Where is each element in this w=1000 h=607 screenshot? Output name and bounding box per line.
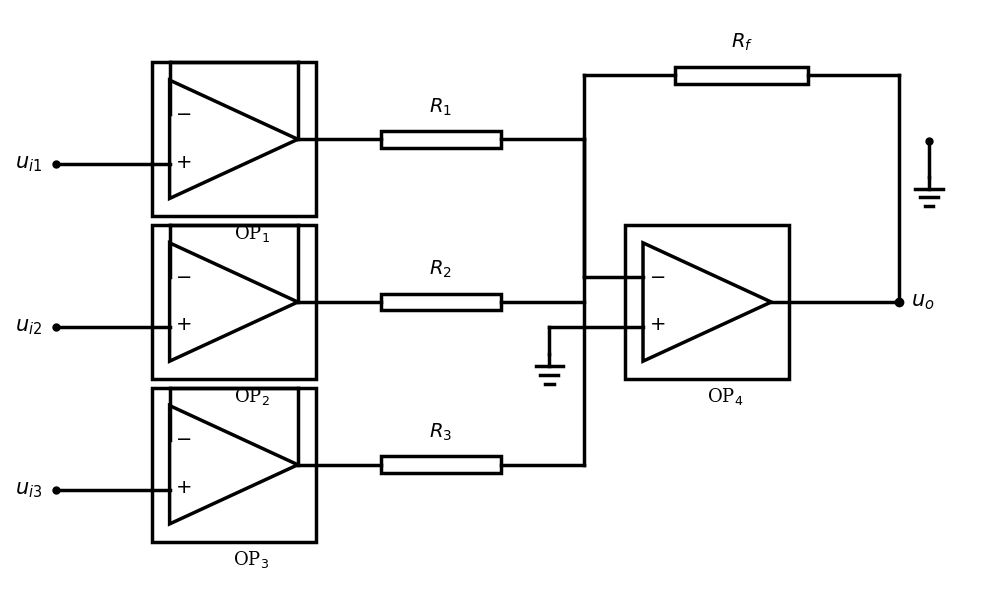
Text: $-$: $-$ xyxy=(175,266,192,285)
Text: $\mathit{u}_{i3}$: $\mathit{u}_{i3}$ xyxy=(15,480,42,500)
Bar xyxy=(152,388,316,541)
Text: $R_2$: $R_2$ xyxy=(429,259,452,280)
Text: $R_3$: $R_3$ xyxy=(429,422,452,443)
Bar xyxy=(625,225,789,379)
Text: $+$: $+$ xyxy=(175,153,192,172)
Text: $\mathit{u}_{i2}$: $\mathit{u}_{i2}$ xyxy=(15,317,42,337)
Text: $-$: $-$ xyxy=(175,429,192,447)
Text: $R_f$: $R_f$ xyxy=(731,32,753,53)
Text: $R_1$: $R_1$ xyxy=(429,97,452,118)
Text: $-$: $-$ xyxy=(175,103,192,122)
Text: $-$: $-$ xyxy=(649,266,665,285)
Text: $\mathit{u}_o$: $\mathit{u}_o$ xyxy=(911,292,935,312)
Bar xyxy=(152,225,316,379)
Text: $+$: $+$ xyxy=(175,478,192,497)
Text: OP$_3$: OP$_3$ xyxy=(233,549,269,569)
Bar xyxy=(675,67,808,84)
Bar xyxy=(381,456,501,473)
Bar xyxy=(381,131,501,148)
Text: $\mathit{u}_{i1}$: $\mathit{u}_{i1}$ xyxy=(15,154,42,174)
Text: OP$_1$: OP$_1$ xyxy=(234,223,269,244)
Text: $+$: $+$ xyxy=(649,316,665,334)
Bar xyxy=(152,63,316,216)
Text: OP$_2$: OP$_2$ xyxy=(234,386,269,407)
Bar xyxy=(381,294,501,310)
Text: $+$: $+$ xyxy=(175,316,192,334)
Text: OP$_4$: OP$_4$ xyxy=(707,386,743,407)
